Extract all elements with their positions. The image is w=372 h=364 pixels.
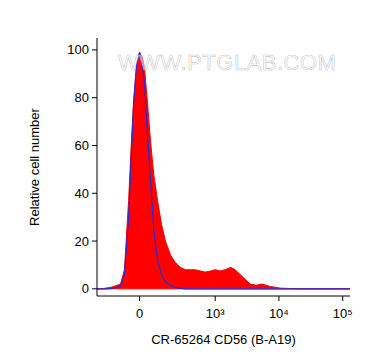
x-tick <box>342 296 343 301</box>
x-tick-label: 10³ <box>206 306 225 321</box>
area <box>97 52 350 288</box>
chart: WWW.PTGLAB.COM 0 20 40 60 80 100 0 10³ 10⁴ 10⁵ CR-6… <box>0 0 372 364</box>
x-tick <box>278 296 279 301</box>
y-tick <box>92 193 97 194</box>
y-tick-label: 100 <box>67 42 89 57</box>
y-tick-label: 40 <box>75 186 89 201</box>
x-tick-label: 10⁴ <box>269 306 289 321</box>
y-axis-label: Relative cell number <box>27 107 42 225</box>
x-tick <box>139 296 140 301</box>
x-tick <box>215 296 216 301</box>
x-tick-label: 10⁵ <box>333 306 353 321</box>
plot-marks <box>97 52 350 288</box>
y-tick <box>92 97 97 98</box>
y-tick-label: 80 <box>75 90 89 105</box>
x-axis-line <box>97 296 350 297</box>
y-axis-line <box>97 38 98 296</box>
y-tick-label: 20 <box>75 234 89 249</box>
y-tick <box>92 145 97 146</box>
y-tick-label: 60 <box>75 138 89 153</box>
y-tick <box>92 241 97 242</box>
watermark: WWW.PTGLAB.COM <box>118 50 336 75</box>
x-tick-label: 0 <box>136 306 143 321</box>
y-tick-label: 0 <box>82 281 89 296</box>
y-tick <box>92 288 97 289</box>
x-axis-label: CR-65264 CD56 (B-A19) <box>151 332 296 347</box>
y-tick <box>92 49 97 50</box>
line <box>97 52 350 288</box>
